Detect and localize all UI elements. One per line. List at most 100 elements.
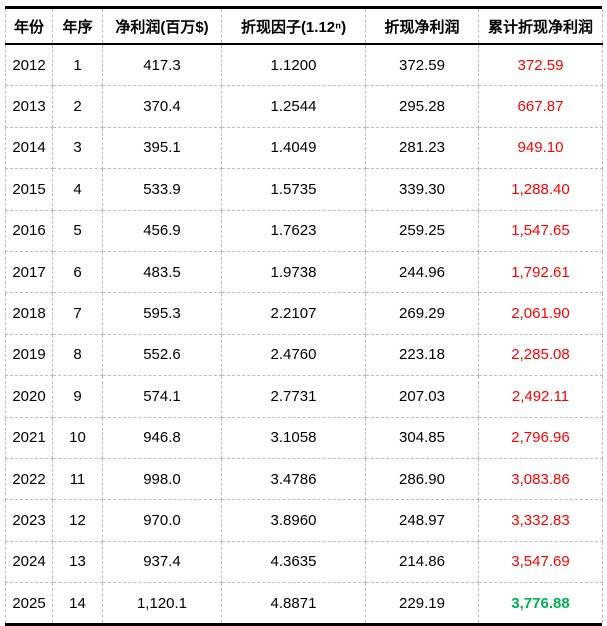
- cell-discounted-profit: 281.23: [365, 126, 479, 170]
- cell-discounted-profit: 244.96: [365, 250, 479, 294]
- cell-year: 2022: [5, 457, 53, 501]
- header-row: 年份 年序 净利润(百万$) 折现因子(1.12ⁿ) 折现净利润 累计折现净利润: [5, 9, 603, 45]
- cell-cumulative-discounted-profit: 949.10: [478, 126, 603, 170]
- column-header-year-seq: 年序: [52, 9, 103, 45]
- cell-net-profit: 370.4: [102, 85, 222, 128]
- data-table: 年份 年序 净利润(百万$) 折现因子(1.12ⁿ) 折现净利润 累计折现净利润 2012…: [5, 9, 603, 624]
- cell-discounted-profit: 259.25: [365, 209, 479, 252]
- cell-net-profit: 574.1: [102, 375, 222, 418]
- cell-net-profit: 937.4: [102, 540, 222, 584]
- cell-discounted-profit: 207.03: [365, 375, 479, 418]
- cell-year-seq: 3: [52, 126, 103, 170]
- cell-year-seq: 13: [52, 540, 103, 584]
- cell-net-profit: 1,120.1: [102, 582, 222, 624]
- cell-cumulative-discounted-profit: 3,776.88: [478, 582, 603, 624]
- cell-discounted-profit: 214.86: [365, 540, 479, 584]
- cell-year-seq: 8: [52, 333, 103, 377]
- cell-year-seq: 12: [52, 499, 103, 542]
- cell-net-profit: 417.3: [102, 44, 222, 87]
- cell-cumulative-discounted-profit: 372.59: [478, 44, 603, 87]
- cell-discounted-profit: 304.85: [365, 416, 479, 459]
- table-row: 2014 3 395.1 1.4049 281.23 949.10: [5, 126, 603, 170]
- cell-year-seq: 4: [52, 168, 103, 211]
- cell-year-seq: 10: [52, 416, 103, 459]
- cell-cumulative-discounted-profit: 1,792.61: [478, 250, 603, 294]
- cell-cumulative-discounted-profit: 3,332.83: [478, 499, 603, 542]
- cell-discount-factor: 1.2544: [221, 85, 366, 128]
- table-row: 2017 6 483.5 1.9738 244.96 1,792.61: [5, 250, 603, 294]
- cell-discounted-profit: 339.30: [365, 168, 479, 211]
- cell-net-profit: 533.9: [102, 168, 222, 211]
- cell-discounted-profit: 286.90: [365, 457, 479, 501]
- cell-discounted-profit: 229.19: [365, 582, 479, 624]
- cell-year-seq: 5: [52, 209, 103, 252]
- column-header-net-profit: 净利润(百万$): [102, 9, 222, 45]
- cell-discount-factor: 3.4786: [221, 457, 366, 501]
- table-body: 2012 1 417.3 1.1200 372.59 372.59 2013 2 370.4 1.…: [5, 44, 603, 624]
- cell-discounted-profit: 269.29: [365, 292, 479, 335]
- cell-year-seq: 14: [52, 582, 103, 624]
- table-row: 2025 14 1,120.1 4.8871 229.19 3,776.88: [5, 582, 603, 624]
- cell-year-seq: 2: [52, 85, 103, 128]
- table-row: 2012 1 417.3 1.1200 372.59 372.59: [5, 44, 603, 87]
- cell-cumulative-discounted-profit: 1,288.40: [478, 168, 603, 211]
- cell-discount-factor: 2.2107: [221, 292, 366, 335]
- cell-cumulative-discounted-profit: 3,083.86: [478, 457, 603, 501]
- cell-cumulative-discounted-profit: 2,285.08: [478, 333, 603, 377]
- column-header-discount-factor: 折现因子(1.12ⁿ): [221, 9, 366, 45]
- cell-discounted-profit: 248.97: [365, 499, 479, 542]
- cell-net-profit: 946.8: [102, 416, 222, 459]
- cell-net-profit: 998.0: [102, 457, 222, 501]
- cell-year-seq: 9: [52, 375, 103, 418]
- table-row: 2018 7 595.3 2.2107 269.29 2,061.90: [5, 292, 603, 335]
- cell-cumulative-discounted-profit: 667.87: [478, 85, 603, 128]
- cell-discounted-profit: 223.18: [365, 333, 479, 377]
- cell-year: 2017: [5, 250, 53, 294]
- cell-discount-factor: 1.1200: [221, 44, 366, 87]
- cell-net-profit: 456.9: [102, 209, 222, 252]
- table-row: 2022 11 998.0 3.4786 286.90 3,083.86: [5, 457, 603, 501]
- table-row: 2023 12 970.0 3.8960 248.97 3,332.83: [5, 499, 603, 542]
- cell-discounted-profit: 295.28: [365, 85, 479, 128]
- cell-year: 2012: [5, 44, 53, 87]
- table-row: 2020 9 574.1 2.7731 207.03 2,492.11: [5, 375, 603, 418]
- cell-cumulative-discounted-profit: 2,061.90: [478, 292, 603, 335]
- cell-year: 2025: [5, 582, 53, 624]
- column-header-discounted-profit: 折现净利润: [365, 9, 479, 45]
- cell-discount-factor: 1.4049: [221, 126, 366, 170]
- cell-net-profit: 552.6: [102, 333, 222, 377]
- cell-year: 2015: [5, 168, 53, 211]
- cell-year: 2014: [5, 126, 53, 170]
- table-row: 2024 13 937.4 4.3635 214.86 3,547.69: [5, 540, 603, 584]
- cell-year: 2016: [5, 209, 53, 252]
- table-row: 2019 8 552.6 2.4760 223.18 2,285.08: [5, 333, 603, 377]
- cell-net-profit: 595.3: [102, 292, 222, 335]
- cell-cumulative-discounted-profit: 2,796.96: [478, 416, 603, 459]
- cell-cumulative-discounted-profit: 2,492.11: [478, 375, 603, 418]
- cell-discount-factor: 4.3635: [221, 540, 366, 584]
- table-row: 2021 10 946.8 3.1058 304.85 2,796.96: [5, 416, 603, 459]
- table-header: 年份 年序 净利润(百万$) 折现因子(1.12ⁿ) 折现净利润 累计折现净利润: [5, 9, 603, 45]
- cell-year-seq: 11: [52, 457, 103, 501]
- cell-year: 2019: [5, 333, 53, 377]
- cell-net-profit: 970.0: [102, 499, 222, 542]
- cell-year: 2018: [5, 292, 53, 335]
- cell-year: 2020: [5, 375, 53, 418]
- cell-discount-factor: 3.1058: [221, 416, 366, 459]
- cell-net-profit: 395.1: [102, 126, 222, 170]
- cell-cumulative-discounted-profit: 1,547.65: [478, 209, 603, 252]
- cell-discount-factor: 4.8871: [221, 582, 366, 624]
- cell-cumulative-discounted-profit: 3,547.69: [478, 540, 603, 584]
- cell-discount-factor: 1.9738: [221, 250, 366, 294]
- cell-year: 2021: [5, 416, 53, 459]
- column-header-year: 年份: [5, 9, 53, 45]
- cell-discounted-profit: 372.59: [365, 44, 479, 87]
- cell-year: 2013: [5, 85, 53, 128]
- table-row: 2013 2 370.4 1.2544 295.28 667.87: [5, 85, 603, 128]
- cell-year: 2023: [5, 499, 53, 542]
- cell-discount-factor: 1.7623: [221, 209, 366, 252]
- table-row: 2016 5 456.9 1.7623 259.25 1,547.65: [5, 209, 603, 252]
- cell-year-seq: 1: [52, 44, 103, 87]
- column-header-cumulative-discounted-profit: 累计折现净利润: [478, 9, 603, 45]
- cell-discount-factor: 1.5735: [221, 168, 366, 211]
